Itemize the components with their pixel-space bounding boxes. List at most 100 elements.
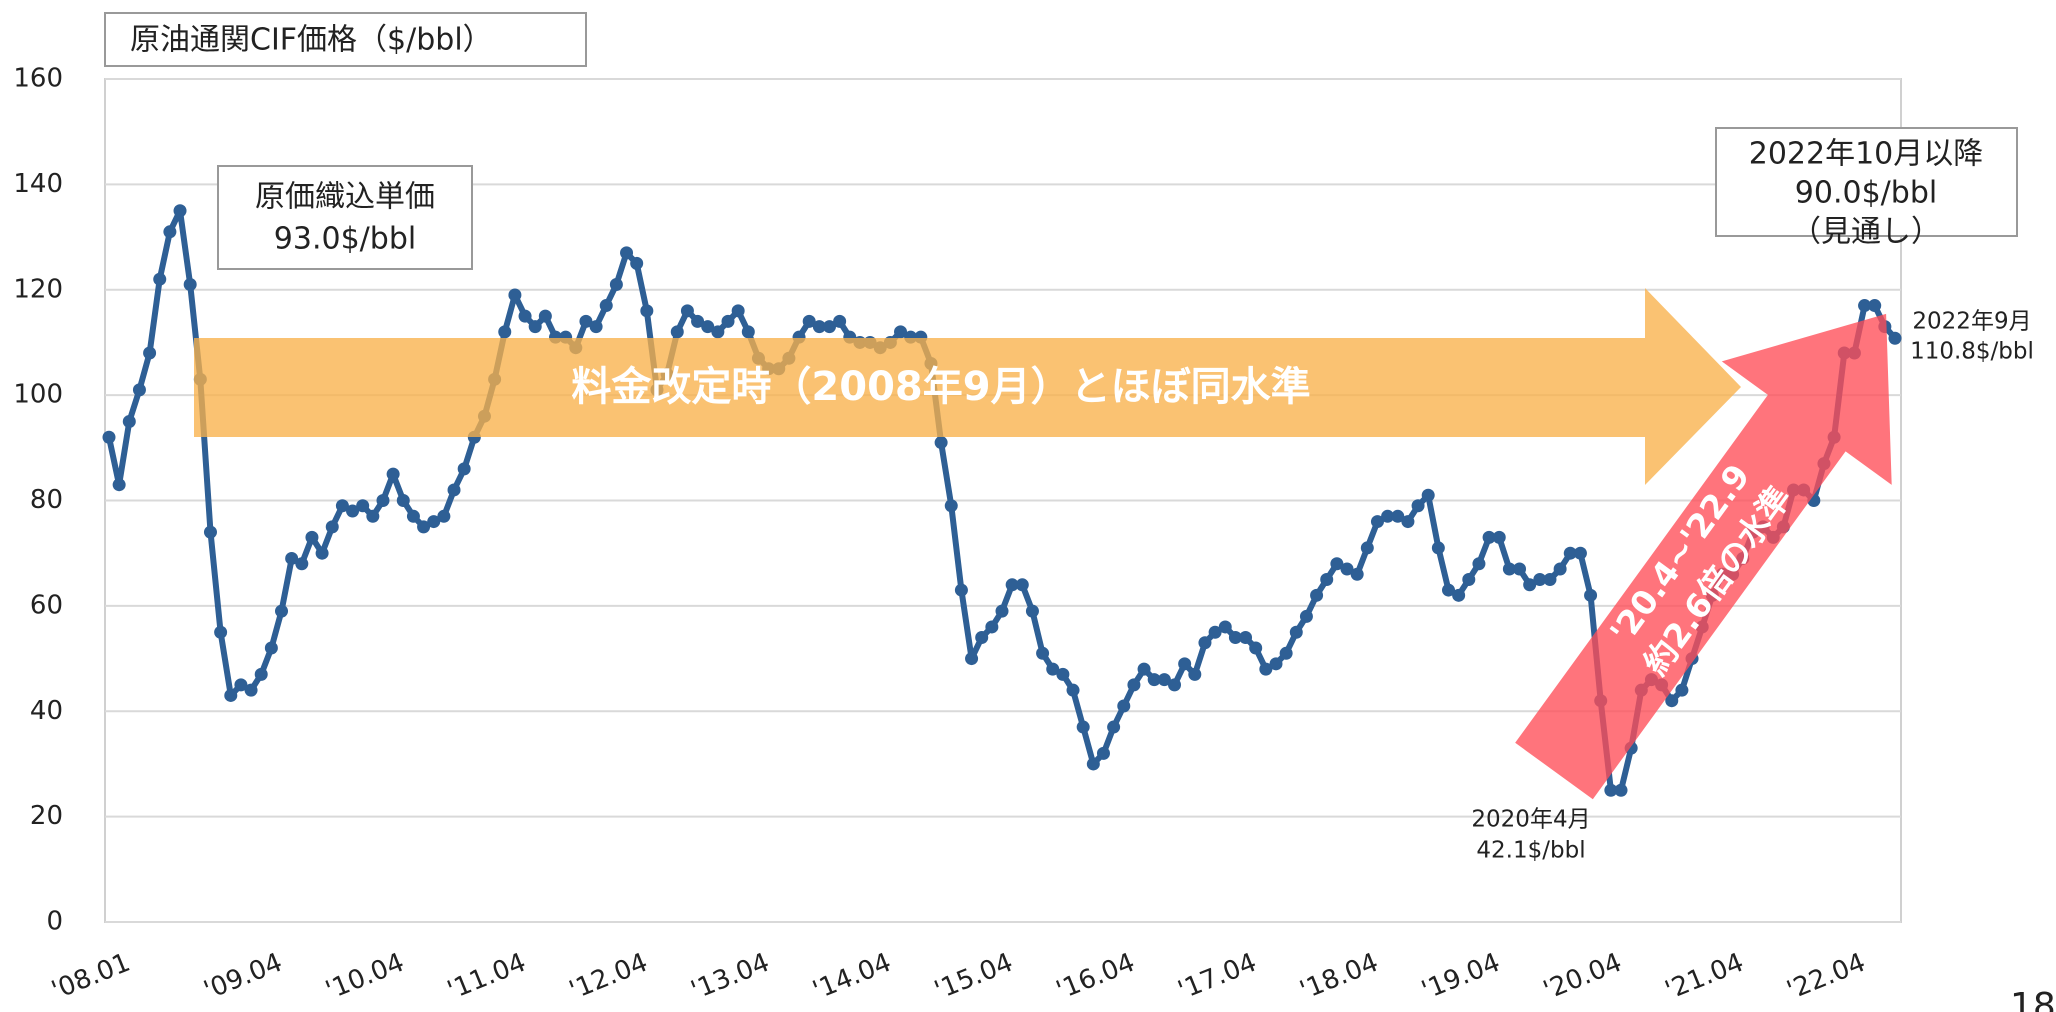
data-point [1523,578,1537,592]
data-point [1046,662,1060,676]
data-point [1573,546,1587,560]
data-point [1076,720,1090,734]
y-tick-label: 100 [13,380,63,410]
data-point [1360,541,1374,555]
y-tick-label: 140 [13,169,63,199]
data-point [1452,588,1466,602]
data-point [701,320,715,334]
data-point [315,546,329,560]
data-point [376,494,390,507]
data-point [1127,678,1141,692]
title-box [104,12,587,67]
data-point [1665,694,1679,708]
data-point [508,288,522,302]
data-point [1289,625,1303,639]
data-point [528,320,542,334]
x-tick-label: '09.04 [200,948,287,1006]
data-point [1533,573,1547,587]
data-point [1330,557,1344,571]
data-point [1442,583,1455,597]
data-point [153,272,167,286]
data-point [1563,546,1577,560]
data-point [822,320,836,334]
data-point [1218,620,1232,634]
data-point [366,509,380,523]
data-point [1025,604,1039,618]
data-point [325,520,339,534]
data-point [965,652,979,666]
data-point [1208,625,1222,639]
annotation: （見通し） [1791,215,1941,250]
data-point [102,430,116,444]
page-number: 18 [2010,986,2056,1012]
data-point [396,494,410,507]
x-tick-label: '21.04 [1661,948,1748,1006]
data-point [1584,588,1598,602]
data-point [1472,557,1486,571]
data-point [1168,678,1182,692]
data-point [1553,562,1567,576]
y-tick-label: 80 [30,485,63,515]
data-point [518,309,532,323]
data-point [1868,299,1882,313]
data-point [437,509,451,523]
data-point [1502,562,1516,576]
x-tick-label: '10.04 [322,948,409,1006]
annotation: 2022年10月以降 [1749,137,1984,172]
data-point [285,551,299,565]
level-arrow [194,288,1741,485]
data-point [447,483,461,497]
data-point [1137,662,1151,676]
y-tick-label: 160 [13,64,63,94]
data-point [335,499,349,513]
data-point [1005,578,1019,592]
data-point [609,277,623,291]
data-point [934,436,948,450]
data-point [579,314,593,328]
data-point [620,246,634,260]
x-tick-label: '20.04 [1539,948,1626,1006]
data-point [305,530,319,544]
x-tick-label: '12.04 [565,948,652,1006]
x-tick-label: '11.04 [443,948,530,1006]
data-point [234,678,248,692]
data-point [975,630,989,644]
annotation: 90.0$/bbl [1795,176,1937,211]
data-point [346,504,360,518]
growth-arrow-shape [1515,313,1892,800]
chart-title: 原油通関CIF価格（$/bbl） [130,23,493,58]
data-point [1391,509,1405,523]
data-point [1157,673,1171,687]
data-point [538,309,552,323]
data-point [1350,567,1364,581]
data-point [112,478,126,492]
data-point [1117,699,1131,713]
data-point [1482,530,1496,544]
annotation: 原価織込単価 [255,180,435,215]
x-tick-label: '22.04 [1783,948,1870,1006]
data-point [224,688,238,702]
data-point [1249,641,1263,655]
x-tick-label: '17.04 [1174,948,1261,1006]
x-tick-label: '16.04 [1052,948,1139,1006]
data-point [1107,720,1121,734]
data-point [427,515,441,529]
data-point [1178,657,1192,671]
data-point [954,583,968,597]
data-point [173,204,187,218]
data-point [1086,757,1100,771]
data-point [1320,573,1334,587]
annotation: 2022年9月 [1912,309,2031,335]
data-point [1056,667,1070,681]
data-point [802,314,816,328]
y-tick-label: 120 [13,274,63,304]
data-point [944,499,958,513]
data-point [1462,573,1476,587]
data-point [1381,509,1395,523]
data-point [1015,578,1029,592]
data-point [143,346,157,360]
data-point [214,625,228,639]
data-point [244,683,258,697]
data-point [833,314,847,328]
y-tick-label: 0 [46,907,63,937]
